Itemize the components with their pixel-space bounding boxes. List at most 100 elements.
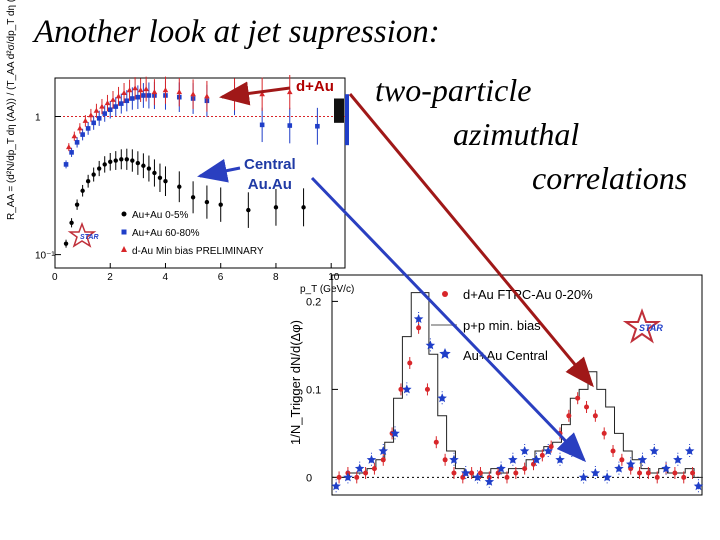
corr-auau-point [366, 454, 377, 464]
star-logo-corr: STAR [622, 308, 663, 344]
raa-point-circle [177, 184, 182, 189]
raa-point-triangle [132, 85, 138, 91]
raa-point-triangle [82, 117, 89, 123]
corr-dau-point [442, 457, 448, 463]
central-annotation-line-1: Central [244, 156, 296, 173]
raa-point-circle [218, 202, 223, 207]
raa-x-tick-label: 10 [328, 272, 340, 283]
raa-point-circle [85, 179, 91, 184]
raa-legend-marker [121, 246, 127, 252]
raa-point-square [259, 122, 265, 128]
corr-dau-point [336, 474, 342, 480]
raa-y-tick-label: 10⁻¹ [35, 251, 55, 262]
arrow-dau-to-raa [219, 81, 291, 106]
raa-point-square [113, 104, 119, 109]
raa-point-circle [102, 162, 107, 167]
raa-x-label: p_T (GeV/c) [300, 284, 354, 295]
raa-point-square [130, 96, 135, 101]
corr-auau-point [637, 454, 648, 464]
corr-y-tick-label: 0 [306, 472, 312, 484]
corr-dau-point [610, 448, 616, 454]
corr-legend-marker-dau [442, 291, 448, 297]
corr-y-tick-label: 0.2 [306, 296, 321, 308]
side-text-line-3: correlations [532, 160, 688, 196]
raa-point-circle [69, 220, 74, 225]
central-annotation: Central Au.Au [244, 155, 296, 195]
raa-point-square [102, 111, 108, 116]
raa-point-circle [124, 157, 130, 162]
raa-point-square [96, 116, 102, 121]
raa-x-tick-label: 4 [162, 272, 168, 283]
raa-point-triangle [110, 96, 116, 102]
svg-text:STAR: STAR [80, 234, 99, 241]
corr-auau-point [614, 463, 624, 473]
raa-point-triangle [104, 100, 111, 106]
corr-dau-point [407, 360, 413, 366]
raa-point-square [74, 140, 80, 145]
corr-auau-point [508, 454, 518, 464]
raa-point-triangle [99, 103, 105, 109]
raa-point-circle [63, 241, 69, 246]
corr-dau-point [522, 466, 528, 472]
raa-point-circle [91, 172, 96, 177]
raa-point-circle [141, 163, 146, 168]
raa-point-circle [301, 205, 306, 210]
raa-point-circle [119, 157, 124, 162]
raa-sys-box [334, 98, 344, 123]
raa-point-circle [246, 207, 251, 213]
corr-auau-point [413, 314, 424, 323]
slide-title: Another look at jet supression: [34, 14, 440, 50]
corr-dau-point [592, 413, 598, 419]
corr-auau-point [390, 428, 400, 438]
raa-x-tick-label: 0 [52, 272, 58, 283]
star-logo-raa: STAR [67, 221, 99, 248]
corr-dau-point [584, 404, 590, 410]
corr-dau-point [628, 466, 634, 472]
raa-point-triangle [162, 87, 169, 93]
raa-point-circle [113, 158, 118, 163]
raa-frame [54, 77, 346, 269]
corr-dau-point [681, 474, 687, 480]
raa-point-circle [108, 159, 113, 164]
raa-legend-marker [121, 211, 127, 217]
corr-dau-point [354, 474, 360, 480]
corr-auau-point [661, 463, 671, 473]
corr-auau-point [496, 463, 506, 473]
raa-sys-box [345, 94, 349, 146]
corr-auau-point [590, 468, 601, 477]
raa-point-square [80, 132, 85, 137]
corr-dau-point [398, 386, 404, 392]
corr-dau-point [416, 325, 422, 331]
raa-point-triangle [126, 87, 133, 93]
corr-auau-point [437, 393, 447, 403]
raa-point-triangle [259, 91, 265, 97]
corr-auau-point [378, 446, 388, 455]
corr-auau-point [578, 472, 589, 482]
corr-dau-point [477, 470, 483, 476]
raa-point-triangle [71, 133, 78, 139]
corr-auau-point [425, 340, 436, 350]
raa-point-triangle [77, 125, 83, 131]
corr-auau-point [626, 459, 636, 469]
corr-dau-point [690, 470, 696, 476]
corr-auau-point [531, 454, 542, 464]
corr-auau-point [649, 446, 659, 455]
raa-point-triangle [143, 86, 149, 92]
corr-dau-point [672, 470, 678, 476]
corr-auau-point [449, 454, 459, 464]
corr-legend-marker-auau [439, 348, 451, 359]
raa-point-circle [74, 202, 80, 207]
corr-auau-point [519, 446, 530, 455]
raa-x-tick-label: 6 [218, 272, 224, 283]
corr-dau-point [637, 470, 643, 476]
arrow-central-to-raa [197, 158, 241, 183]
corr-dau-point [380, 457, 386, 463]
raa-point-square [141, 93, 146, 98]
arrow-dau-to-corr [348, 93, 594, 388]
corr-dau-point [451, 470, 457, 476]
raa-point-square [135, 94, 141, 100]
raa-point-square [91, 120, 96, 126]
corr-dau-point [601, 430, 607, 436]
corr-auau-point [343, 472, 353, 482]
